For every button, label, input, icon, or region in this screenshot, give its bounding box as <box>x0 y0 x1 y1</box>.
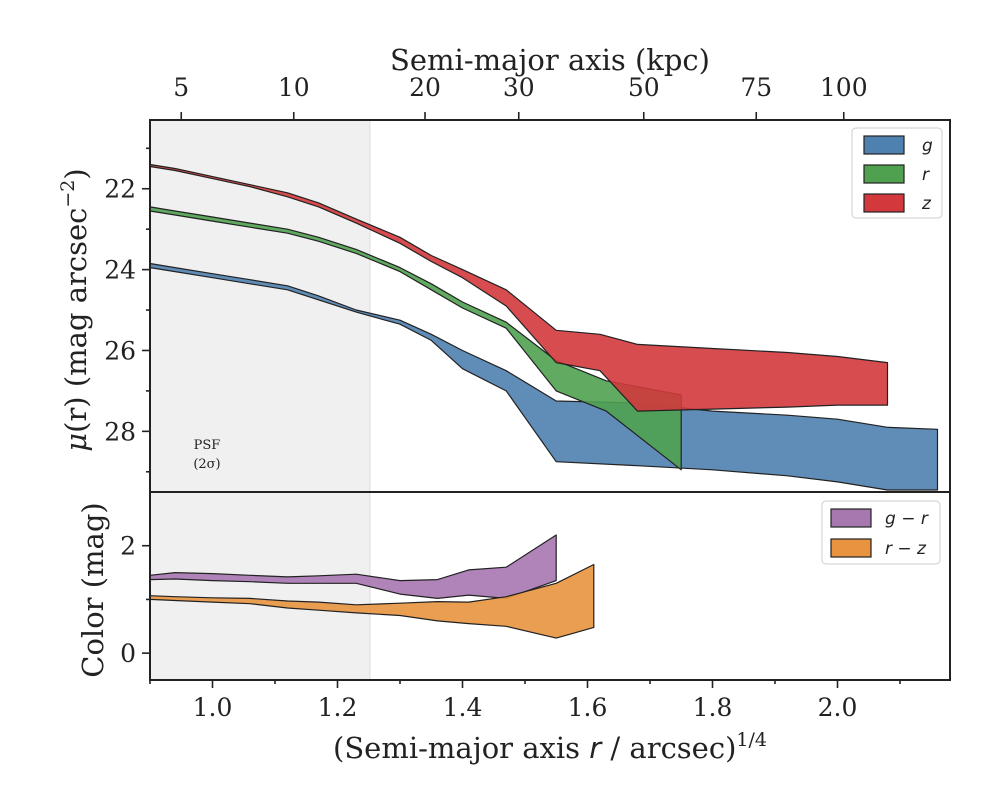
top-x-tick-label: 20 <box>409 73 441 102</box>
legend-swatch-0 <box>863 135 905 155</box>
top-x-tick-label: 10 <box>278 73 310 102</box>
y-tick-label-top: 24 <box>104 256 136 285</box>
top-x-tick-label: 30 <box>503 73 535 102</box>
psf-label-line2: (2σ) <box>193 457 220 472</box>
x-tick-label-bottom: 1.4 <box>443 693 483 722</box>
legend-top: grz <box>851 127 943 219</box>
legend-bottom: g − r r − z <box>821 500 941 565</box>
legend-swatch-1 <box>863 164 905 184</box>
band-bands-bot-1 <box>149 563 595 639</box>
x-tick-label-bottom: 1.6 <box>568 693 608 722</box>
legend-swatch-2 <box>863 193 905 213</box>
top-x-axis-title: Semi-major axis (kpc) <box>390 43 710 77</box>
y-tick-label-bottom: 2 <box>120 532 136 561</box>
legend-label-0: g <box>922 136 933 156</box>
top-x-tick-label: 50 <box>628 73 660 102</box>
band-bands-bot-0 <box>149 534 557 600</box>
axes-ticks: 22 24 26 28 5 10 20 30 50 75 100 0 2 1.0 1.2 1.4 1.6 1.8 2… <box>104 73 901 722</box>
legend-label-1: r − z <box>885 539 927 559</box>
psf-region-bottom <box>150 492 370 680</box>
band-bands-top-2 <box>149 163 889 412</box>
bottom-panel-bands <box>149 534 595 639</box>
x-tick-label-bottom: 2.0 <box>818 693 858 722</box>
legend-label-2: z <box>921 194 932 214</box>
psf-region-top <box>150 120 370 492</box>
x-tick-label-bottom: 1.2 <box>318 693 358 722</box>
band-bands-top-0 <box>149 262 939 491</box>
y-tick-label-top: 28 <box>104 417 136 446</box>
bottom-y-axis-title: Color (mag) <box>76 502 110 677</box>
legend-label-0: g − r <box>885 509 929 529</box>
legend-label-1: r <box>922 165 930 185</box>
top-x-tick-label: 5 <box>173 73 189 102</box>
bottom-x-axis-title: (Semi-major axis r / arcsec)1/4 <box>333 729 767 765</box>
y-tick-label-top: 22 <box>104 175 136 204</box>
y-tick-label-top: 26 <box>104 336 136 365</box>
top-panel-bands <box>149 163 939 491</box>
band-bands-top-1 <box>149 206 682 471</box>
legend-swatch-1 <box>830 538 872 558</box>
x-tick-label-bottom: 1.8 <box>693 693 733 722</box>
legend-swatch-0 <box>830 508 872 528</box>
top-x-tick-label: 100 <box>820 73 868 102</box>
bottom-panel-frame <box>149 491 951 681</box>
psf-label-line1: PSF <box>194 438 221 453</box>
top-x-tick-label: 75 <box>740 73 772 102</box>
y-tick-label-bottom: 0 <box>120 639 136 668</box>
x-tick-label-bottom: 1.0 <box>193 693 233 722</box>
top-y-axis-title: μ(r) (mag arcsec−2) <box>57 168 93 451</box>
